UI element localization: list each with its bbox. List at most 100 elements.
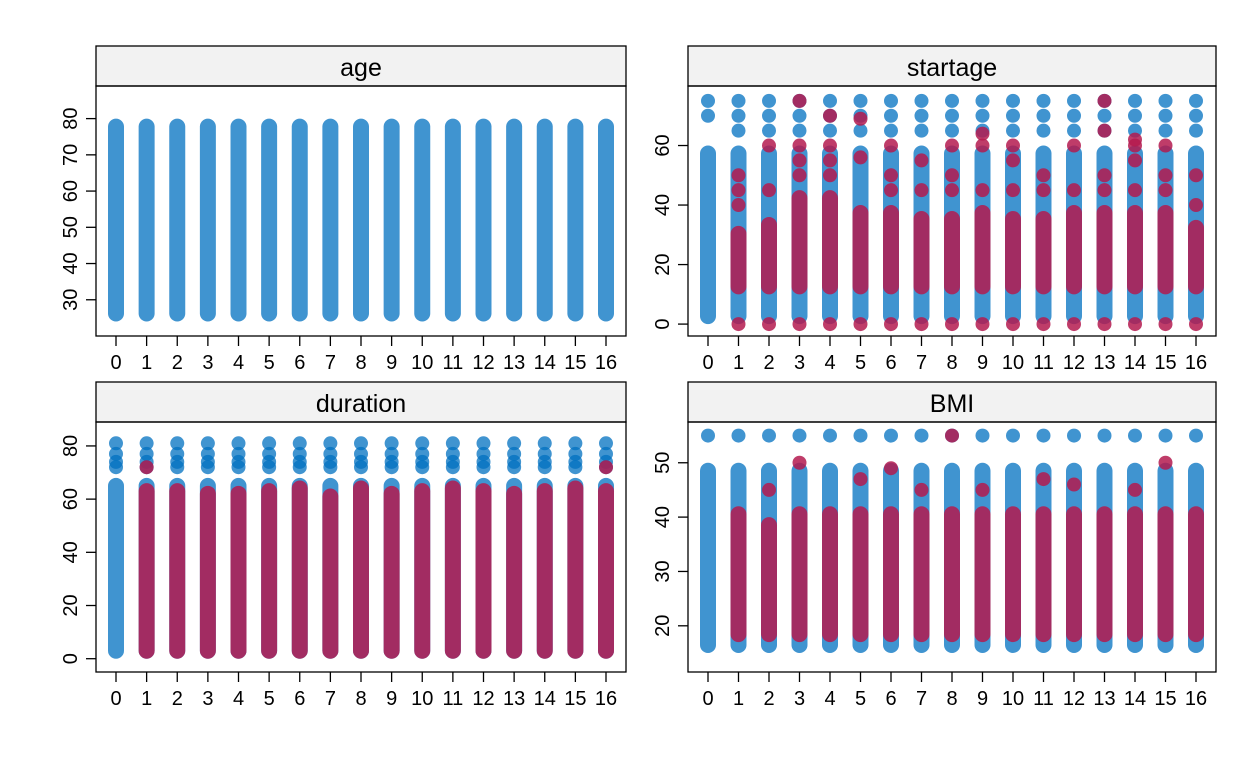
observed-point: [1036, 428, 1051, 443]
x-tick-label: 10: [411, 688, 433, 710]
imputed-point: [762, 482, 776, 497]
observed-column: [108, 118, 124, 322]
x-tick-label: 12: [1063, 352, 1085, 374]
imputed-point: [762, 183, 776, 198]
x-axis: 0 1 2 3 4 5 6 7 8 9 10 11 12 13 14 15 16: [110, 672, 617, 710]
imputed-point: [1067, 183, 1081, 198]
imputed-column: [913, 506, 930, 643]
imputed-column: [730, 506, 747, 643]
x-tick-label: 3: [794, 352, 805, 374]
x-tick-label: 15: [564, 688, 586, 710]
imputed-column: [567, 480, 584, 659]
data-points: [108, 118, 614, 322]
x-tick-label: 16: [1185, 352, 1207, 374]
observed-column: [261, 118, 278, 322]
observed-point: [1158, 123, 1173, 138]
strip-header: [95, 381, 627, 423]
x-tick-label: 16: [595, 352, 617, 374]
imputed-point: [884, 183, 898, 198]
imputed-column: [1188, 506, 1204, 643]
observed-column: [700, 462, 716, 653]
x-tick-label: 2: [763, 688, 774, 710]
strip-title: age: [340, 54, 382, 82]
imputed-point: [599, 460, 613, 475]
x-tick-label: 7: [325, 352, 336, 374]
imputed-point: [1006, 138, 1020, 153]
x-tick-label: 8: [946, 688, 957, 710]
x-tick-label: 0: [702, 688, 713, 710]
imputed-column: [506, 485, 523, 659]
x-tick-label: 10: [1002, 688, 1024, 710]
imputed-column: [598, 483, 614, 659]
imputed-point: [823, 317, 837, 332]
observed-point: [1158, 108, 1173, 123]
x-tick-label: 5: [264, 352, 275, 374]
observed-point: [975, 93, 990, 108]
x-tick-label: 11: [442, 352, 463, 374]
y-tick-label: 40: [652, 506, 674, 528]
imputed-point: [975, 183, 990, 198]
imputed-point: [1128, 183, 1142, 198]
x-tick-label: 6: [294, 688, 305, 710]
imputed-column: [822, 190, 838, 295]
imputed-point: [975, 317, 990, 332]
observed-point: [1128, 93, 1142, 108]
imputed-column: [761, 517, 777, 643]
y-tick-label: 50: [60, 216, 82, 238]
observed-point: [445, 446, 460, 461]
imputed-point: [762, 317, 776, 332]
observed-column: [230, 118, 247, 322]
imputed-column: [1127, 205, 1143, 295]
observed-point: [1189, 428, 1203, 443]
observed-point: [914, 93, 929, 108]
observed-point: [354, 436, 368, 451]
imputed-column: [1035, 506, 1052, 643]
observed-point: [945, 108, 959, 123]
x-tick-label: 12: [472, 352, 494, 374]
x-tick-label: 4: [233, 352, 244, 374]
observed-column: [322, 118, 339, 322]
imputed-point: [792, 168, 807, 183]
imputed-column: [852, 506, 869, 643]
y-tick-label: 50: [652, 452, 674, 474]
imputed-point: [853, 111, 868, 126]
observed-point: [1158, 93, 1173, 108]
imputed-point: [1036, 317, 1051, 332]
observed-column: [383, 118, 400, 322]
imputed-point: [1006, 183, 1020, 198]
observed-point: [568, 446, 583, 461]
observed-column: [598, 118, 614, 322]
observed-point: [701, 108, 715, 123]
imputed-point: [914, 153, 929, 168]
y-tick-label: 30: [652, 560, 674, 582]
observed-column: [700, 145, 716, 325]
observed-point: [1006, 428, 1020, 443]
x-tick-label: 1: [141, 352, 152, 374]
observed-point: [792, 108, 807, 123]
observed-point: [1189, 93, 1203, 108]
imputed-point: [853, 472, 868, 487]
x-tick-label: 9: [977, 688, 988, 710]
observed-point: [262, 446, 277, 461]
observed-point: [537, 436, 552, 451]
observed-point: [731, 108, 746, 123]
observed-point: [975, 428, 990, 443]
imputed-point: [914, 317, 929, 332]
y-axis: 30 40 50 60 70 80: [60, 107, 96, 311]
imputed-column: [1035, 211, 1052, 295]
observed-point: [1097, 428, 1112, 443]
observed-point: [792, 123, 807, 138]
imputed-point: [884, 168, 898, 183]
observed-point: [1036, 123, 1051, 138]
x-tick-label: 12: [472, 688, 494, 710]
observed-point: [384, 446, 399, 461]
x-tick-label: 14: [1124, 688, 1146, 710]
imputed-column: [974, 506, 991, 643]
imputed-point: [823, 153, 837, 168]
imputed-point: [792, 153, 807, 168]
imputed-column: [1157, 205, 1174, 295]
x-axis: 0 1 2 3 4 5 6 7 8 9 10 11 12 13 14 15 16: [702, 336, 1207, 374]
observed-point: [292, 446, 307, 461]
